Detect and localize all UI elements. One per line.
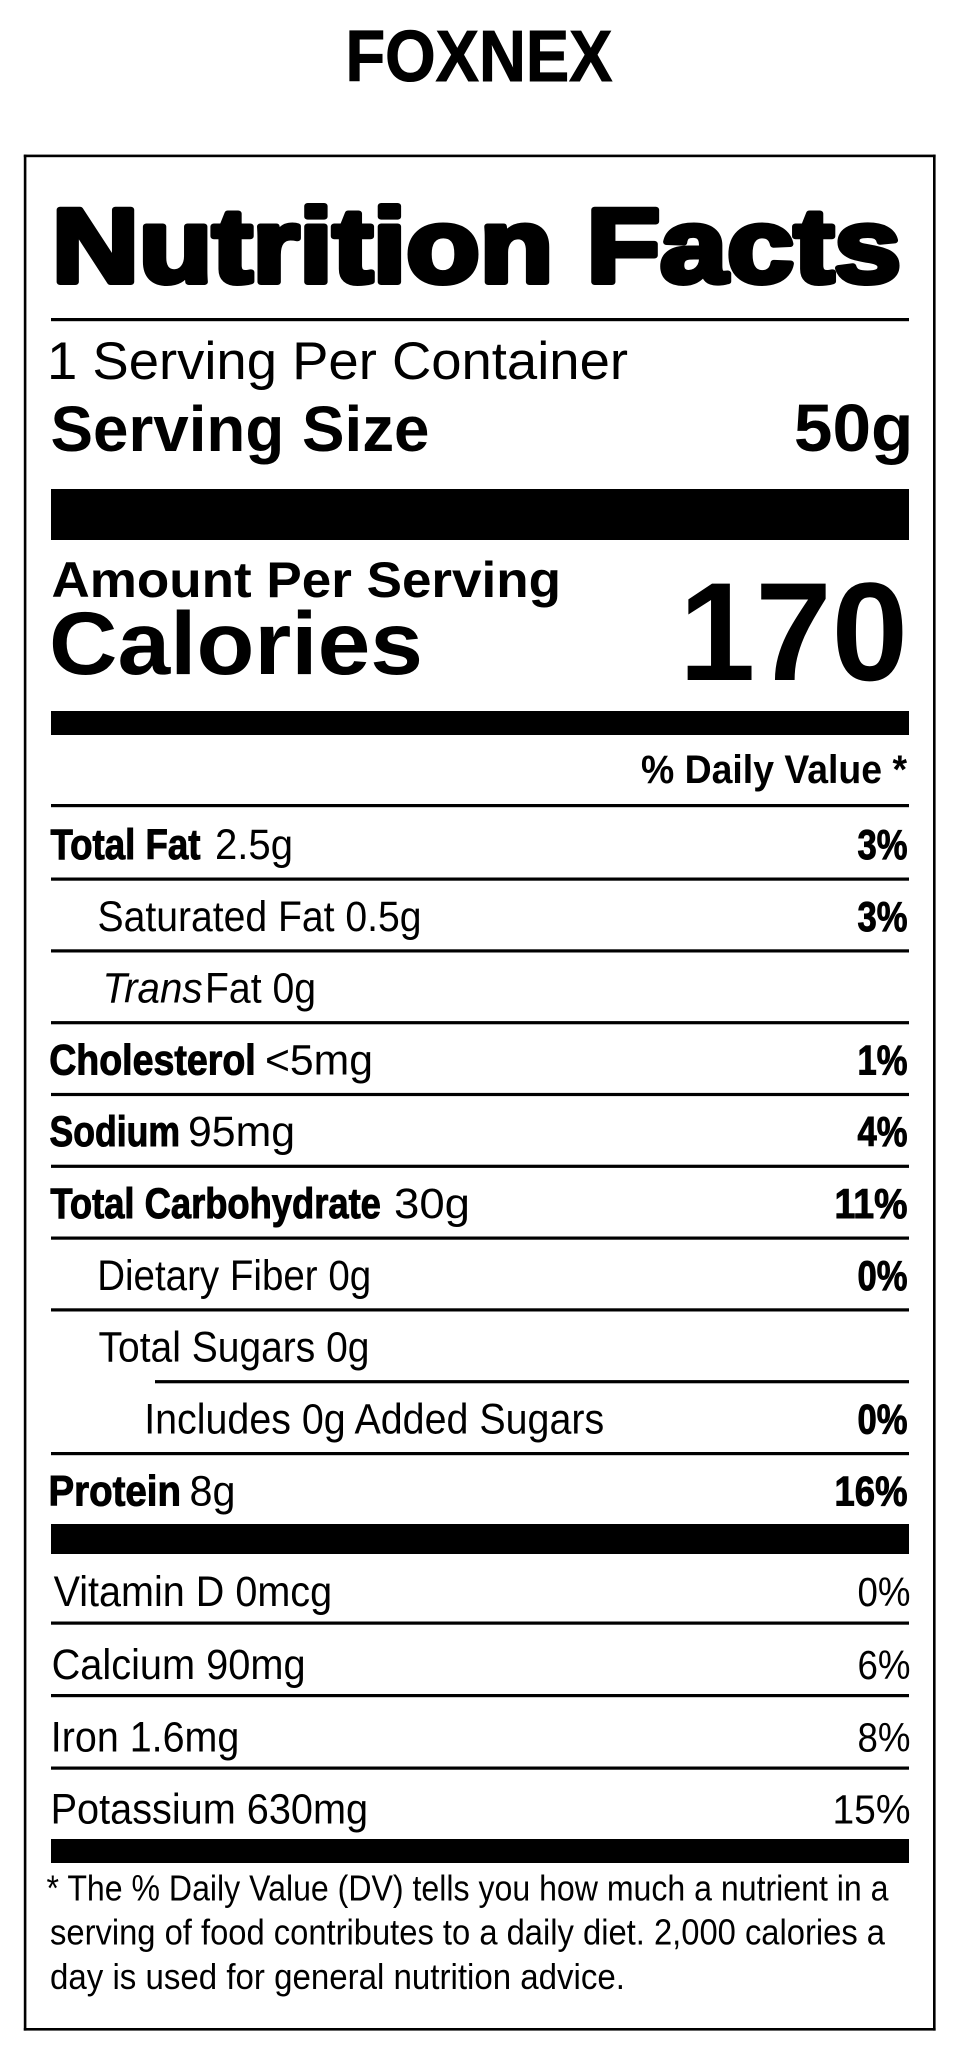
svg-text:Potassium 630mg: Potassium 630mg — [51, 1786, 369, 1834]
svg-text:Cholesterol: Cholesterol — [49, 1037, 256, 1085]
svg-text:4%: 4% — [858, 1108, 908, 1155]
svg-text:1 Serving Per Container: 1 Serving Per Container — [47, 332, 628, 391]
svg-text:Nutrition Facts: Nutrition Facts — [52, 188, 901, 305]
svg-text:Fat 0g: Fat 0g — [205, 965, 316, 1013]
svg-text:Dietary Fiber 0g: Dietary Fiber 0g — [97, 1252, 371, 1300]
svg-text:30g: 30g — [394, 1180, 470, 1228]
svg-text:Calories: Calories — [49, 593, 423, 693]
svg-text:0%: 0% — [858, 1252, 908, 1299]
svg-text:0%: 0% — [858, 1569, 911, 1615]
svg-text:8g: 8g — [190, 1468, 236, 1516]
svg-text:Vitamin D 0mcg: Vitamin D 0mcg — [54, 1568, 333, 1616]
svg-text:6%: 6% — [858, 1642, 911, 1688]
svg-text:11%: 11% — [835, 1180, 908, 1227]
svg-text:8%: 8% — [858, 1715, 911, 1761]
svg-text:serving of food contributes to: serving of food contributes to a daily d… — [50, 1912, 886, 1953]
svg-text:<5mg: <5mg — [265, 1037, 373, 1085]
svg-text:50g: 50g — [794, 392, 914, 466]
svg-text:3%: 3% — [858, 893, 908, 940]
svg-text:3%: 3% — [858, 821, 908, 868]
svg-text:16%: 16% — [835, 1468, 908, 1515]
svg-text:Total Fat: Total Fat — [51, 821, 201, 869]
svg-text:Total Sugars 0g: Total Sugars 0g — [99, 1324, 370, 1372]
svg-text:95mg: 95mg — [188, 1108, 295, 1156]
svg-text:0%: 0% — [858, 1396, 908, 1443]
svg-text:Includes 0g Added Sugars: Includes 0g Added Sugars — [144, 1396, 604, 1444]
svg-text:Amount Per Serving: Amount Per Serving — [52, 552, 562, 608]
svg-text:Saturated Fat 0.5g: Saturated Fat 0.5g — [98, 893, 422, 941]
svg-text:15%: 15% — [833, 1787, 911, 1833]
svg-text:Iron 1.6mg: Iron 1.6mg — [51, 1714, 240, 1762]
svg-text:Calcium 90mg: Calcium 90mg — [52, 1641, 306, 1689]
svg-text:Serving Size: Serving Size — [51, 393, 430, 465]
svg-text:Protein: Protein — [49, 1468, 182, 1516]
svg-text:170: 170 — [679, 553, 908, 710]
svg-text:FOXNEX: FOXNEX — [346, 17, 613, 97]
svg-text:* The % Daily Value (DV) tells: * The % Daily Value (DV) tells you how m… — [47, 1868, 890, 1909]
svg-text:% Daily Value *: % Daily Value * — [641, 747, 907, 792]
svg-text:Total Carbohydrate: Total Carbohydrate — [50, 1180, 381, 1228]
svg-text:day is used for general nutrit: day is used for general nutrition advice… — [50, 1956, 625, 1997]
svg-text:2.5g: 2.5g — [215, 821, 293, 869]
svg-text:Trans: Trans — [103, 965, 203, 1013]
svg-text:1%: 1% — [858, 1037, 908, 1084]
svg-text:Sodium: Sodium — [50, 1108, 181, 1156]
